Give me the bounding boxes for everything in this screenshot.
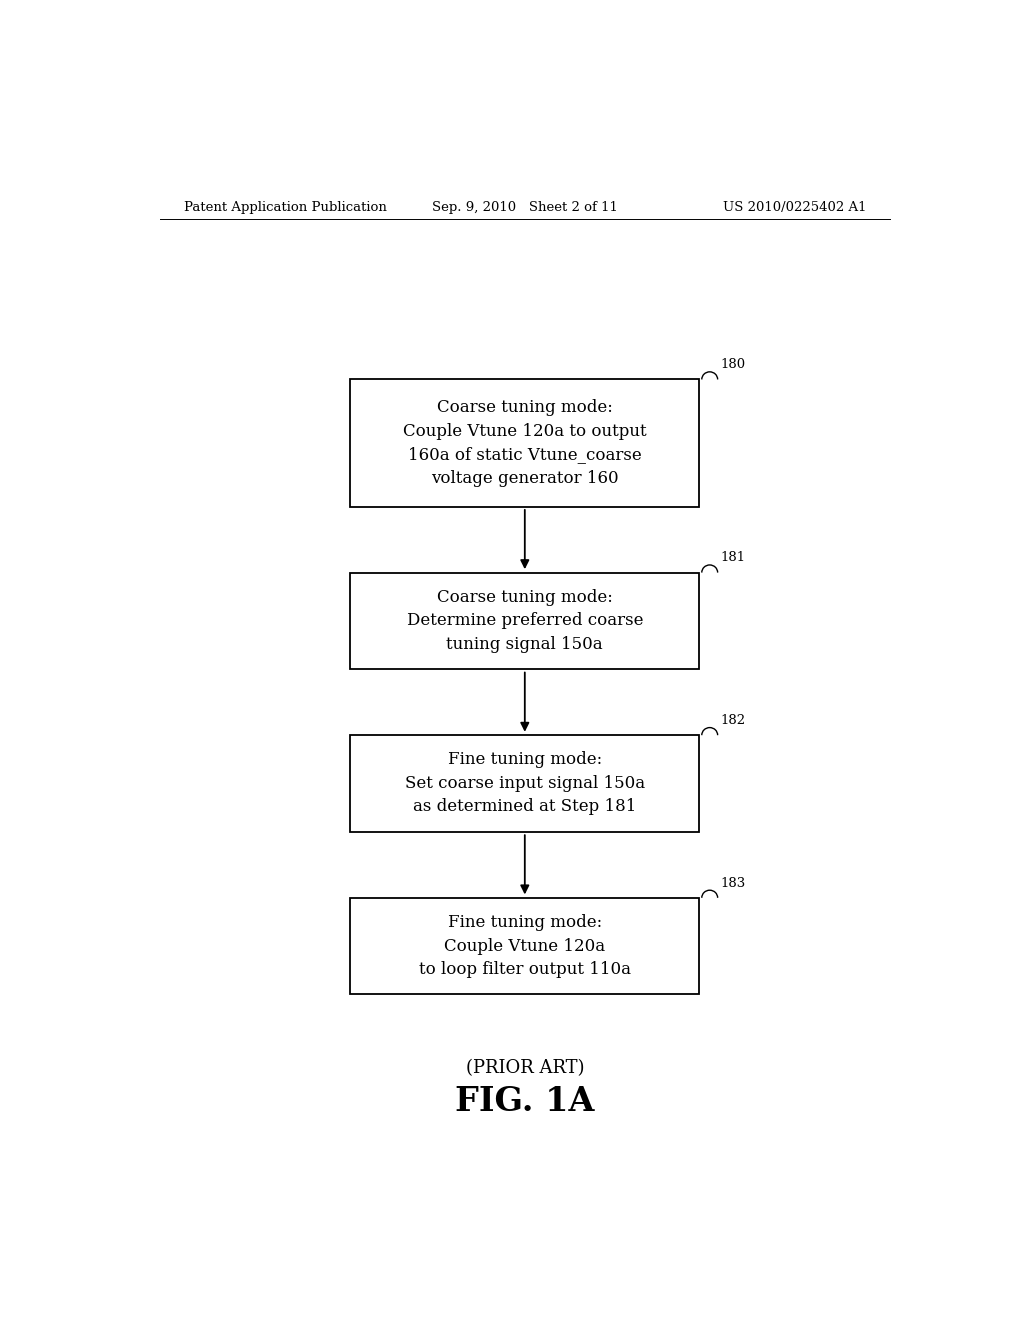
Text: Coarse tuning mode:
Determine preferred coarse
tuning signal 150a: Coarse tuning mode: Determine preferred … bbox=[407, 589, 643, 653]
Text: Coarse tuning mode:
Couple Vtune 120a to output
160a of static Vtune_coarse
volt: Coarse tuning mode: Couple Vtune 120a to… bbox=[403, 399, 646, 487]
Text: 181: 181 bbox=[720, 552, 745, 565]
Text: Sep. 9, 2010   Sheet 2 of 11: Sep. 9, 2010 Sheet 2 of 11 bbox=[432, 201, 617, 214]
Text: Fine tuning mode:
Couple Vtune 120a
to loop filter output 110a: Fine tuning mode: Couple Vtune 120a to l… bbox=[419, 915, 631, 978]
Text: 183: 183 bbox=[720, 876, 745, 890]
Bar bbox=[350, 898, 699, 994]
Text: FIG. 1A: FIG. 1A bbox=[455, 1085, 595, 1118]
Text: Fine tuning mode:
Set coarse input signal 150a
as determined at Step 181: Fine tuning mode: Set coarse input signa… bbox=[404, 751, 645, 816]
Bar bbox=[350, 735, 699, 832]
Text: 180: 180 bbox=[720, 358, 745, 371]
Text: 182: 182 bbox=[720, 714, 745, 727]
Text: US 2010/0225402 A1: US 2010/0225402 A1 bbox=[723, 201, 866, 214]
Text: Patent Application Publication: Patent Application Publication bbox=[183, 201, 386, 214]
Bar bbox=[350, 573, 699, 669]
Bar bbox=[350, 379, 699, 507]
Text: (PRIOR ART): (PRIOR ART) bbox=[466, 1059, 584, 1077]
